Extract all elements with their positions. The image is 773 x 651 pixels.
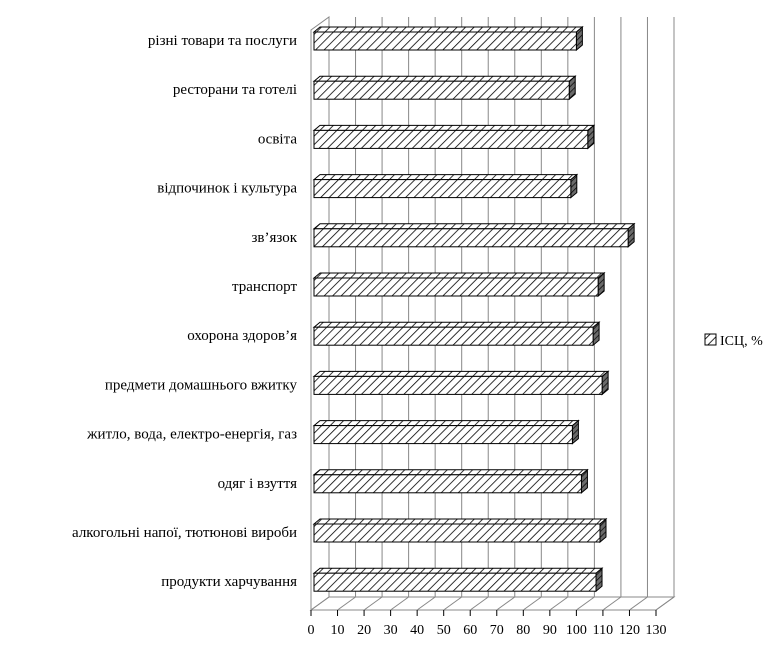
category-label: різні товари та послуги xyxy=(148,33,297,49)
category-label: охорона здоров’я xyxy=(187,328,297,344)
category-labels: різні товари та послуги ресторани та готе… xyxy=(72,33,298,590)
bar xyxy=(313,474,582,494)
floor-gridline xyxy=(469,596,489,611)
category-label: продукти харчування xyxy=(161,574,297,590)
legend: ІСЦ, % xyxy=(704,333,763,349)
bar-top xyxy=(312,124,596,131)
bar xyxy=(313,228,629,248)
bar xyxy=(313,179,572,199)
floor-gridline xyxy=(363,596,383,611)
legend-label: ІСЦ, % xyxy=(720,334,763,349)
category-label: освіта xyxy=(258,131,298,147)
category-label: житло, вода, електро-енергія, газ xyxy=(86,427,297,443)
bar xyxy=(313,277,599,297)
bar-top xyxy=(312,469,589,476)
bar-top xyxy=(312,174,579,181)
floor-gridline xyxy=(549,596,569,611)
floor-gridline xyxy=(576,596,595,611)
bar-top xyxy=(312,370,610,377)
floor-gridline xyxy=(443,596,462,611)
category-label: зв’язок xyxy=(251,230,297,246)
floor-gridline xyxy=(602,596,622,611)
bar xyxy=(313,572,597,592)
bar-top xyxy=(312,223,636,230)
legend-swatch xyxy=(704,333,717,346)
category-label: предмети домашнього вжитку xyxy=(105,377,298,393)
bar xyxy=(313,80,570,100)
floor xyxy=(309,596,676,611)
floor-gridline xyxy=(629,596,648,611)
floor-gridline xyxy=(390,596,409,611)
x-tick-label: 40 xyxy=(410,623,424,638)
bar xyxy=(313,425,573,445)
bar-top xyxy=(312,321,601,328)
x-tick-label: 50 xyxy=(437,623,451,638)
x-tick-label: 120 xyxy=(619,623,640,638)
x-tick-label: 0 xyxy=(308,623,315,638)
x-tick-label: 110 xyxy=(593,623,613,638)
x-tick-label: 10 xyxy=(331,623,345,638)
gridlines xyxy=(310,17,675,611)
floor-gridline xyxy=(337,596,356,611)
bar xyxy=(313,523,601,543)
floor-gridline xyxy=(655,596,675,611)
x-tick-label: 100 xyxy=(566,623,587,638)
x-tick-label: 60 xyxy=(463,623,477,638)
bar-top xyxy=(312,272,606,279)
bar-top xyxy=(312,567,604,574)
x-tick-label: 90 xyxy=(543,623,557,638)
bar xyxy=(313,129,589,149)
category-label: відпочинок і культура xyxy=(157,181,297,197)
x-tick-label: 80 xyxy=(516,623,530,638)
floor-gridline xyxy=(496,596,516,611)
floor-gridline xyxy=(523,596,542,611)
category-label: транспорт xyxy=(232,279,297,295)
bar-top xyxy=(312,26,584,33)
bar-top xyxy=(312,75,577,82)
x-axis-ticks: 0 10 20 30 40 50 60 70 80 90 100 110 120 130 xyxy=(308,610,667,638)
bar xyxy=(313,375,603,395)
category-label: алкогольні напої, тютюнові вироби xyxy=(72,525,297,541)
bar-top xyxy=(312,518,608,525)
bars xyxy=(312,25,636,593)
bar xyxy=(313,31,577,51)
category-label: ресторани та готелі xyxy=(173,82,297,98)
x-tick-label: 20 xyxy=(357,623,371,638)
category-label: одяг і взуття xyxy=(218,476,298,492)
floor-gridline xyxy=(310,596,330,611)
x-tick-label: 130 xyxy=(646,623,667,638)
bar-top xyxy=(312,420,580,427)
x-tick-label: 30 xyxy=(384,623,398,638)
x-tick-label: 70 xyxy=(490,623,504,638)
floor-gridline xyxy=(416,596,436,611)
bar xyxy=(313,326,594,346)
